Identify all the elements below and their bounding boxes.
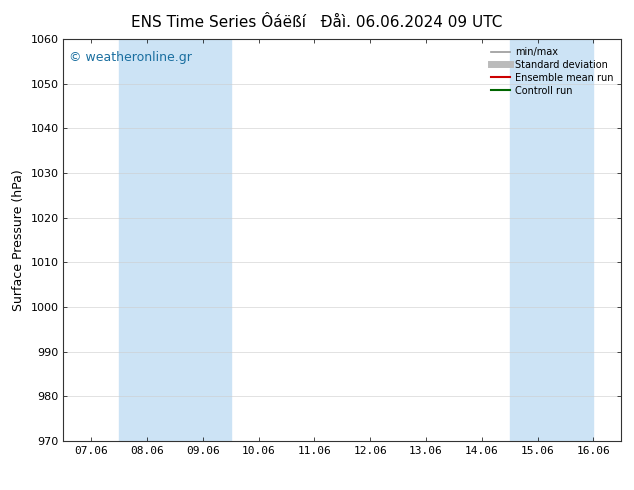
Legend: min/max, Standard deviation, Ensemble mean run, Controll run: min/max, Standard deviation, Ensemble me… (488, 44, 616, 98)
Y-axis label: Surface Pressure (hPa): Surface Pressure (hPa) (12, 169, 25, 311)
Text: © weatheronline.gr: © weatheronline.gr (69, 51, 192, 64)
Text: ENS Time Series Ôáëßí   Đåì. 06.06.2024 09 UTC: ENS Time Series Ôáëßí Đåì. 06.06.2024 09… (131, 15, 503, 30)
Bar (119, 39, 231, 441)
Bar (510, 39, 593, 441)
